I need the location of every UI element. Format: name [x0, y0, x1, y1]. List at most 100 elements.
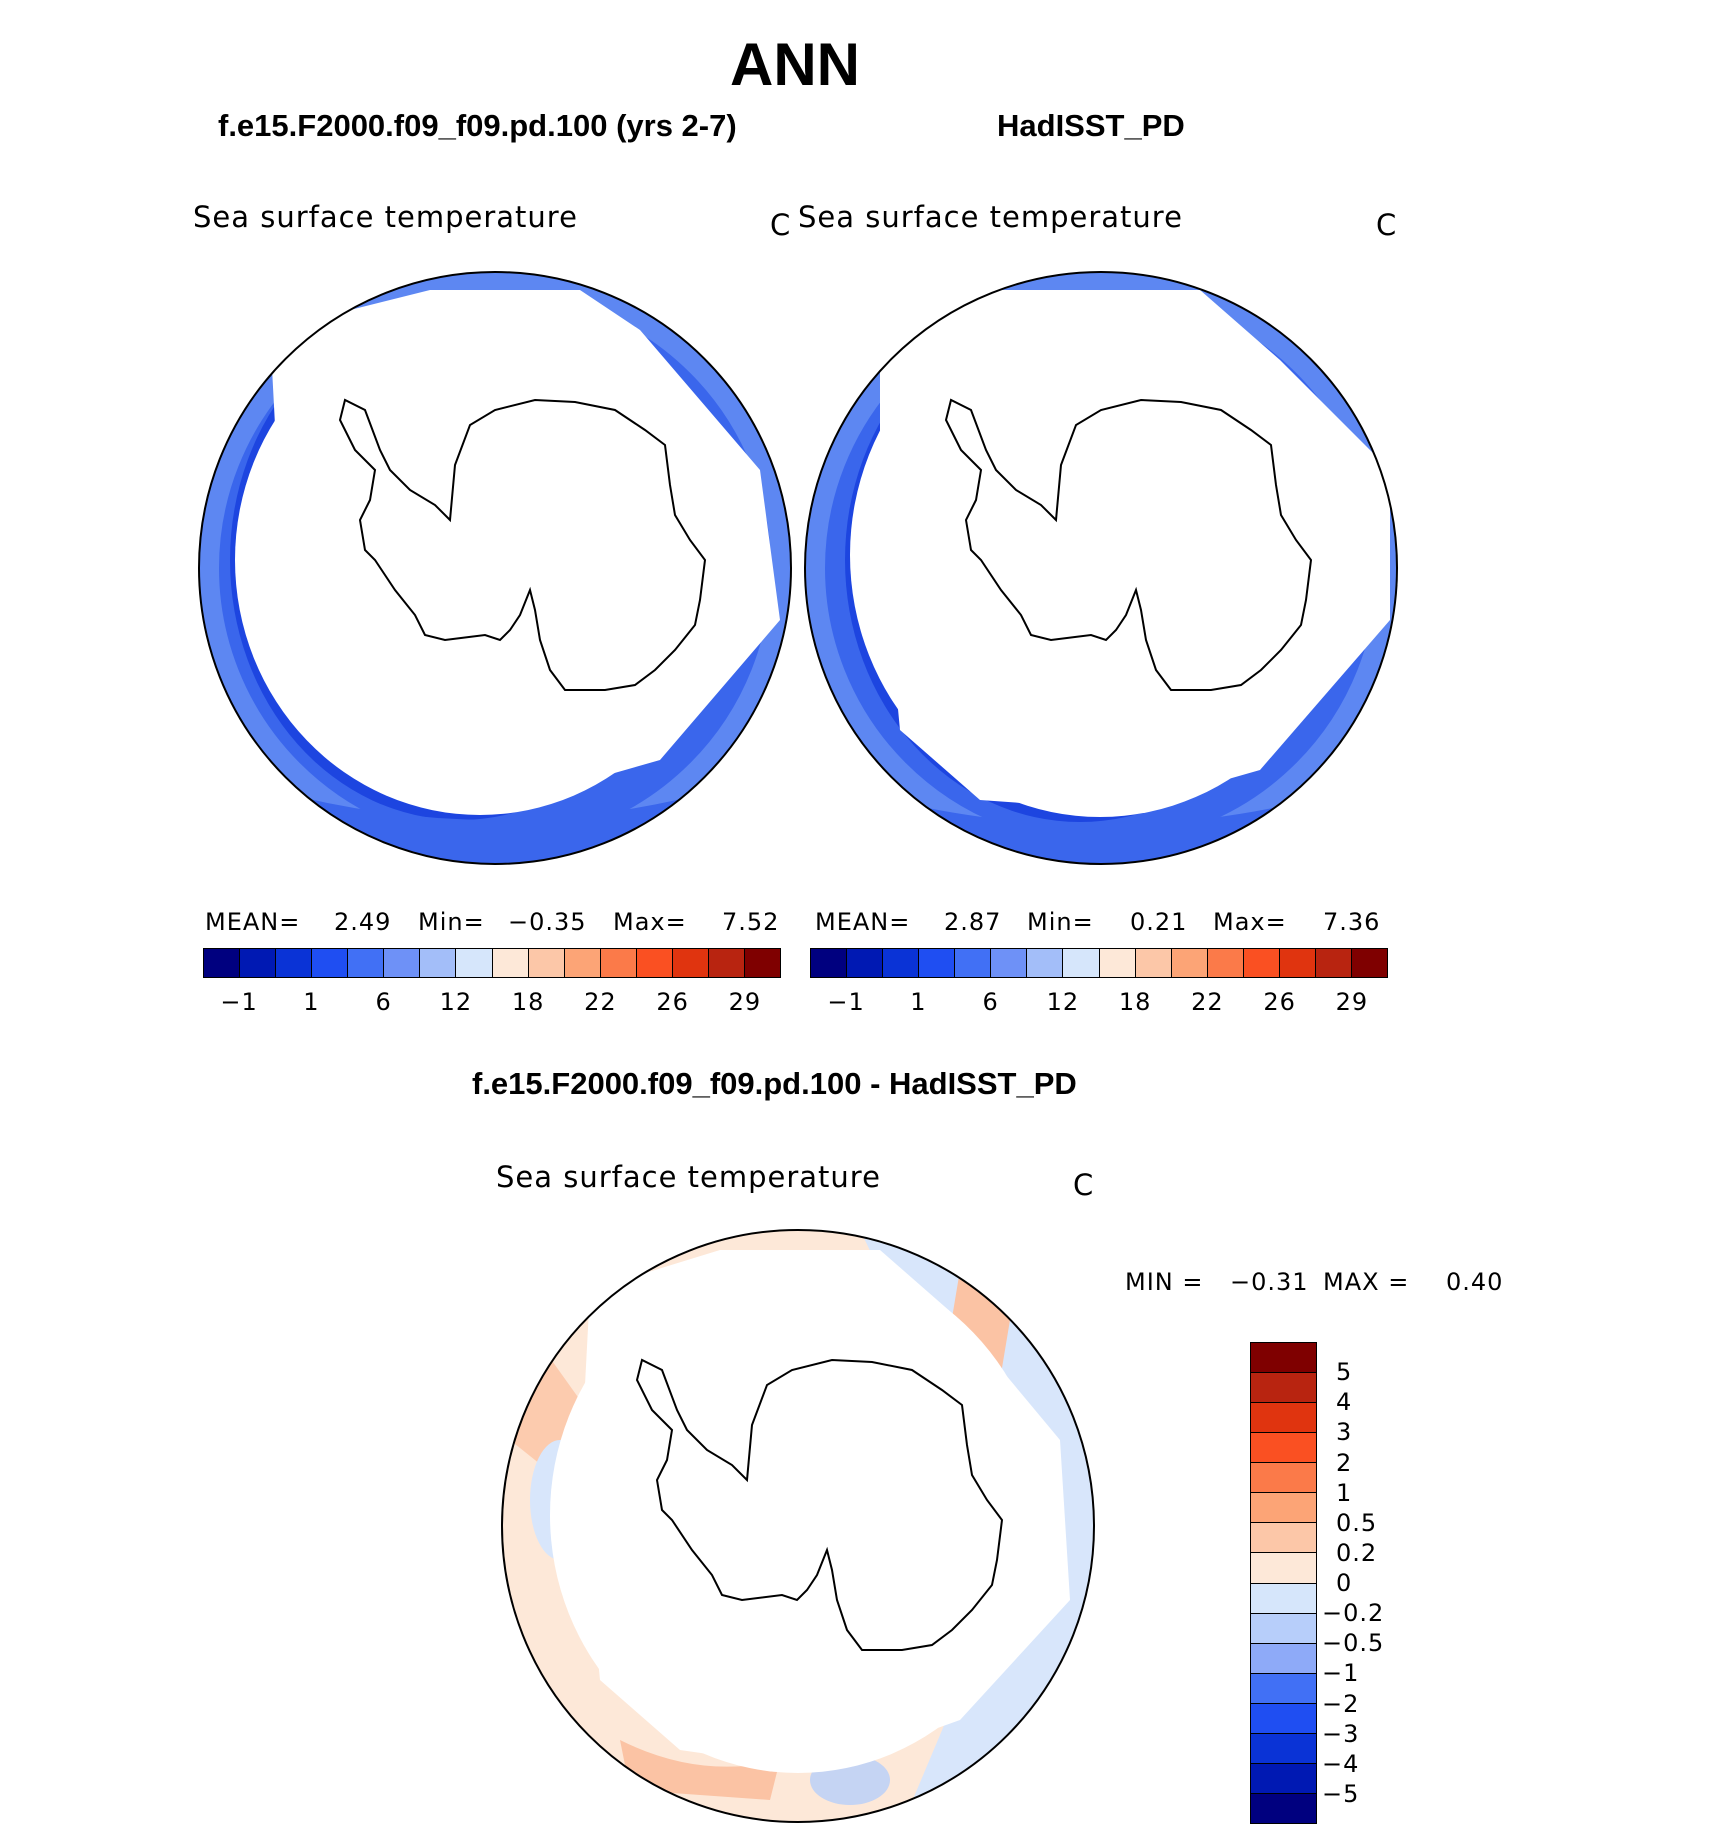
panel-2-min-label: Min= — [1027, 908, 1094, 936]
colorbar-swatch — [1251, 1673, 1316, 1704]
colorbar-tick-label: 22 — [584, 988, 617, 1016]
colorbar-swatch — [919, 949, 956, 977]
colorbar-tick-label: 6 — [375, 988, 392, 1016]
colorbar-swatch — [1207, 949, 1244, 977]
colorbar-swatch — [1351, 949, 1387, 977]
colorbar-tick-label: 1 — [910, 988, 927, 1016]
colorbar-tick-label: 12 — [1046, 988, 1080, 1016]
colorbar-tick-label: 6 — [982, 988, 999, 1016]
difference-variable-label: Sea surface temperature — [496, 1160, 881, 1194]
difference-min-label: MIN = — [1125, 1268, 1204, 1296]
main-title: ANN — [730, 31, 860, 98]
panel-2-units-label: C — [1376, 208, 1398, 242]
colorbar-tick-label: 0 — [1336, 1569, 1353, 1597]
difference-min-value: −0.31 — [1230, 1268, 1309, 1296]
colorbar-swatch — [883, 949, 920, 977]
colorbar-swatch — [1279, 949, 1316, 977]
colorbar-swatch — [1063, 949, 1100, 977]
panel-2-map-border — [804, 271, 1398, 865]
panel-2-colorbar-swatches — [810, 948, 1388, 978]
colorbar-swatch — [744, 949, 780, 977]
colorbar-swatch — [1251, 1493, 1316, 1524]
colorbar-swatch — [1251, 1763, 1316, 1794]
colorbar-swatch — [420, 949, 457, 977]
colorbar-swatch — [847, 949, 884, 977]
colorbar-tick-label: 1 — [303, 988, 320, 1016]
colorbar-tick-label: −4 — [1322, 1749, 1360, 1778]
colorbar-swatch — [811, 949, 848, 977]
colorbar-swatch — [600, 949, 637, 977]
panel-1-min-label: Min= — [418, 908, 485, 936]
colorbar-tick-label: 2 — [1336, 1448, 1353, 1477]
colorbar-tick-label: 26 — [656, 988, 689, 1016]
colorbar-swatch — [955, 949, 992, 977]
panel-1-mean-value: 2.49 — [334, 908, 392, 936]
panel-1-mean-label: MEAN= — [205, 908, 301, 936]
colorbar-tick-label: 12 — [439, 988, 473, 1016]
panel-2-variable-label: Sea surface temperature — [798, 200, 1183, 234]
colorbar-tick-label: −0.5 — [1322, 1629, 1385, 1658]
difference-max-label: MAX = — [1323, 1268, 1410, 1296]
panel-1-colorbar — [203, 948, 781, 978]
colorbar-swatch — [312, 949, 349, 977]
panel-1-title: f.e15.F2000.f09_f09.pd.100 (yrs 2-7) — [218, 108, 737, 143]
colorbar-tick-label: 5 — [1336, 1358, 1353, 1387]
colorbar-tick-label: 29 — [728, 988, 762, 1016]
colorbar-swatch — [1099, 949, 1136, 977]
colorbar-swatch — [636, 949, 673, 977]
colorbar-swatch — [1251, 1523, 1316, 1554]
panel-1-units-label: C — [770, 208, 792, 242]
colorbar-tick-label: 18 — [1118, 988, 1152, 1016]
panel-2-min-value: 0.21 — [1130, 908, 1188, 936]
colorbar-swatch — [1251, 1343, 1316, 1374]
colorbar-swatch — [348, 949, 385, 977]
panel-1-colorbar-labels: −1 1 6 12 18 22 26 29 — [203, 988, 781, 1018]
panel-1-colorbar-swatches — [203, 948, 781, 978]
difference-title: f.e15.F2000.f09_f09.pd.100 - HadISST_PD — [472, 1066, 1077, 1101]
panel-1-variable-label: Sea surface temperature — [193, 200, 578, 234]
colorbar-swatch — [1251, 1703, 1316, 1734]
colorbar-tick-label: 0.2 — [1336, 1538, 1378, 1567]
colorbar-swatch — [456, 949, 493, 977]
colorbar-swatch — [1251, 1553, 1316, 1584]
colorbar-tick-label: −0.2 — [1322, 1599, 1385, 1628]
colorbar-swatch — [204, 949, 241, 977]
colorbar-swatch — [1251, 1733, 1316, 1764]
colorbar-swatch — [1251, 1403, 1316, 1434]
colorbar-swatch — [492, 949, 529, 977]
panel-2-max-value: 7.36 — [1323, 908, 1381, 936]
colorbar-tick-label: −1 — [220, 988, 258, 1016]
colorbar-tick-label: 3 — [1336, 1418, 1353, 1447]
colorbar-swatch — [991, 949, 1028, 977]
colorbar-swatch — [1251, 1793, 1316, 1823]
colorbar-tick-label: −3 — [1322, 1719, 1360, 1748]
panel-2-map — [805, 272, 1397, 864]
colorbar-swatch — [528, 949, 565, 977]
difference-colorbar-labels: 5 4 3 2 1 0.5 0.2 0 −0.2 −0.5 −1 −2 −3 −4 −5 — [1322, 1342, 1442, 1824]
colorbar-swatch — [708, 949, 745, 977]
colorbar-tick-label: 29 — [1335, 988, 1369, 1016]
colorbar-swatch — [1251, 1463, 1316, 1494]
panel-1-max-value: 7.52 — [722, 908, 780, 936]
colorbar-tick-label: 22 — [1191, 988, 1224, 1016]
difference-map-border — [501, 1229, 1095, 1823]
colorbar-tick-label: −5 — [1322, 1779, 1360, 1808]
panel-2-title: HadISST_PD — [997, 108, 1185, 143]
colorbar-swatch — [1315, 949, 1352, 977]
colorbar-swatch — [276, 949, 313, 977]
colorbar-swatch — [240, 949, 277, 977]
colorbar-swatch — [564, 949, 601, 977]
colorbar-swatch — [1251, 1643, 1316, 1674]
colorbar-tick-label: 1 — [1336, 1478, 1353, 1507]
colorbar-tick-label: −1 — [827, 988, 865, 1016]
panel-1-map — [199, 272, 791, 864]
colorbar-tick-label: 4 — [1336, 1388, 1353, 1417]
colorbar-tick-label: −1 — [1322, 1659, 1360, 1688]
colorbar-swatch — [1251, 1613, 1316, 1644]
panel-2-colorbar — [810, 948, 1388, 978]
colorbar-tick-label: 26 — [1263, 988, 1296, 1016]
panel-1-max-label: Max= — [613, 908, 687, 936]
colorbar-tick-label: 18 — [511, 988, 545, 1016]
colorbar-tick-label: −2 — [1322, 1689, 1360, 1718]
